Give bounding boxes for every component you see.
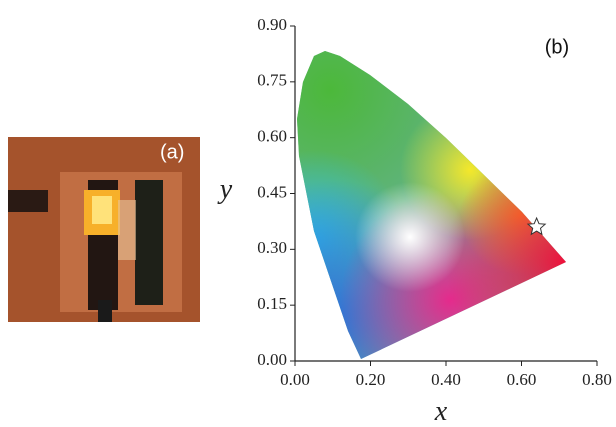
figure: (a) (b) y x 0.00 0.15 0.30 0.45 0.60 0.75 0.90… (0, 0, 616, 427)
x-axis-label: x (434, 396, 448, 427)
x-tick-label: 0.40 (431, 370, 461, 389)
panel-label: (b) (545, 36, 569, 58)
x-tick-label: 0.80 (582, 370, 612, 389)
page: (a) (b) y x 0.00 0.15 0.30 0.45 0.60 0.75 0.90… (0, 0, 616, 427)
x-tick-label: 0.60 (507, 370, 537, 389)
y-tick-label: 0.45 (257, 182, 287, 201)
photo-label: (a) (160, 141, 184, 163)
y-tick-label: 0.90 (257, 15, 287, 34)
y-tick-label: 0.30 (257, 238, 287, 257)
photo: (a) (8, 137, 200, 322)
y-tick-label: 0.00 (257, 350, 287, 369)
chromaticity-gamut (290, 40, 580, 370)
x-tick-label: 0.20 (356, 370, 386, 389)
y-tick-label: 0.15 (257, 294, 287, 313)
x-tick-label: 0.00 (280, 370, 310, 389)
y-tick-label: 0.75 (257, 71, 287, 90)
y-tick-label: 0.60 (257, 127, 287, 146)
y-axis-label: y (217, 174, 233, 205)
